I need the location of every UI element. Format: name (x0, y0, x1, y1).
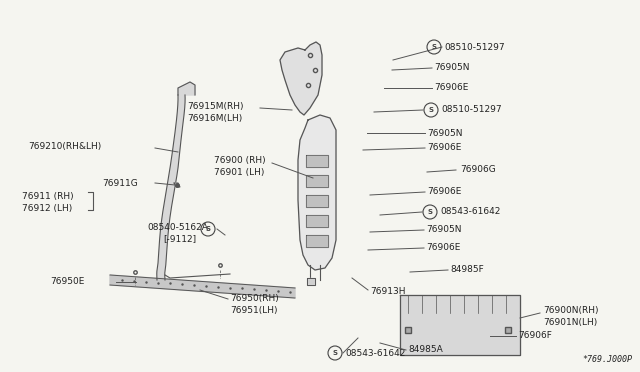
Text: 76950(RH): 76950(RH) (230, 294, 279, 302)
Polygon shape (306, 235, 328, 247)
Text: S: S (205, 226, 211, 232)
Text: 76906F: 76906F (518, 331, 552, 340)
Text: 769210(RH&LH): 769210(RH&LH) (28, 142, 101, 151)
Text: *769.J000P: *769.J000P (582, 355, 632, 364)
Text: 76905N: 76905N (427, 128, 463, 138)
Text: 76911G: 76911G (102, 179, 138, 187)
Polygon shape (110, 275, 295, 298)
Polygon shape (157, 95, 185, 280)
Text: S: S (431, 44, 436, 50)
Polygon shape (178, 82, 195, 95)
Text: S: S (428, 209, 433, 215)
Text: 76906G: 76906G (460, 166, 496, 174)
Polygon shape (306, 155, 328, 167)
Text: 76950E: 76950E (50, 276, 84, 285)
Text: 76951(LH): 76951(LH) (230, 305, 278, 314)
Text: 76916M(LH): 76916M(LH) (187, 113, 243, 122)
Text: 76906E: 76906E (434, 83, 468, 93)
Text: 76901N(LH): 76901N(LH) (543, 317, 597, 327)
Text: 76901 (LH): 76901 (LH) (214, 169, 264, 177)
Text: 08510-51297: 08510-51297 (441, 106, 502, 115)
Text: 76913H: 76913H (370, 286, 406, 295)
Text: 08543-61642: 08543-61642 (345, 349, 405, 357)
Text: 76906E: 76906E (427, 144, 461, 153)
Polygon shape (298, 115, 336, 270)
Polygon shape (306, 195, 328, 207)
Polygon shape (306, 215, 328, 227)
Text: 08510-51297: 08510-51297 (444, 42, 504, 51)
Text: 76912 (LH): 76912 (LH) (22, 203, 72, 212)
Text: 76911 (RH): 76911 (RH) (22, 192, 74, 201)
Text: 76906E: 76906E (427, 187, 461, 196)
Text: 76905N: 76905N (426, 225, 461, 234)
Text: 84985F: 84985F (450, 266, 484, 275)
Text: 08540-5162A: 08540-5162A (147, 222, 208, 231)
Polygon shape (174, 183, 180, 187)
Text: 76915M(RH): 76915M(RH) (187, 103, 243, 112)
Text: 76900N(RH): 76900N(RH) (543, 305, 598, 314)
Text: S: S (429, 107, 433, 113)
Polygon shape (280, 42, 322, 115)
Text: 76905N: 76905N (434, 64, 470, 73)
Text: 76900 (RH): 76900 (RH) (214, 157, 266, 166)
Polygon shape (307, 278, 315, 285)
Text: 76906E: 76906E (426, 244, 460, 253)
Polygon shape (400, 295, 520, 355)
Text: 84985A: 84985A (408, 346, 443, 355)
Text: 08543-61642: 08543-61642 (440, 208, 500, 217)
Polygon shape (306, 175, 328, 187)
Text: [-9112]: [-9112] (163, 234, 196, 244)
Text: S: S (333, 350, 337, 356)
